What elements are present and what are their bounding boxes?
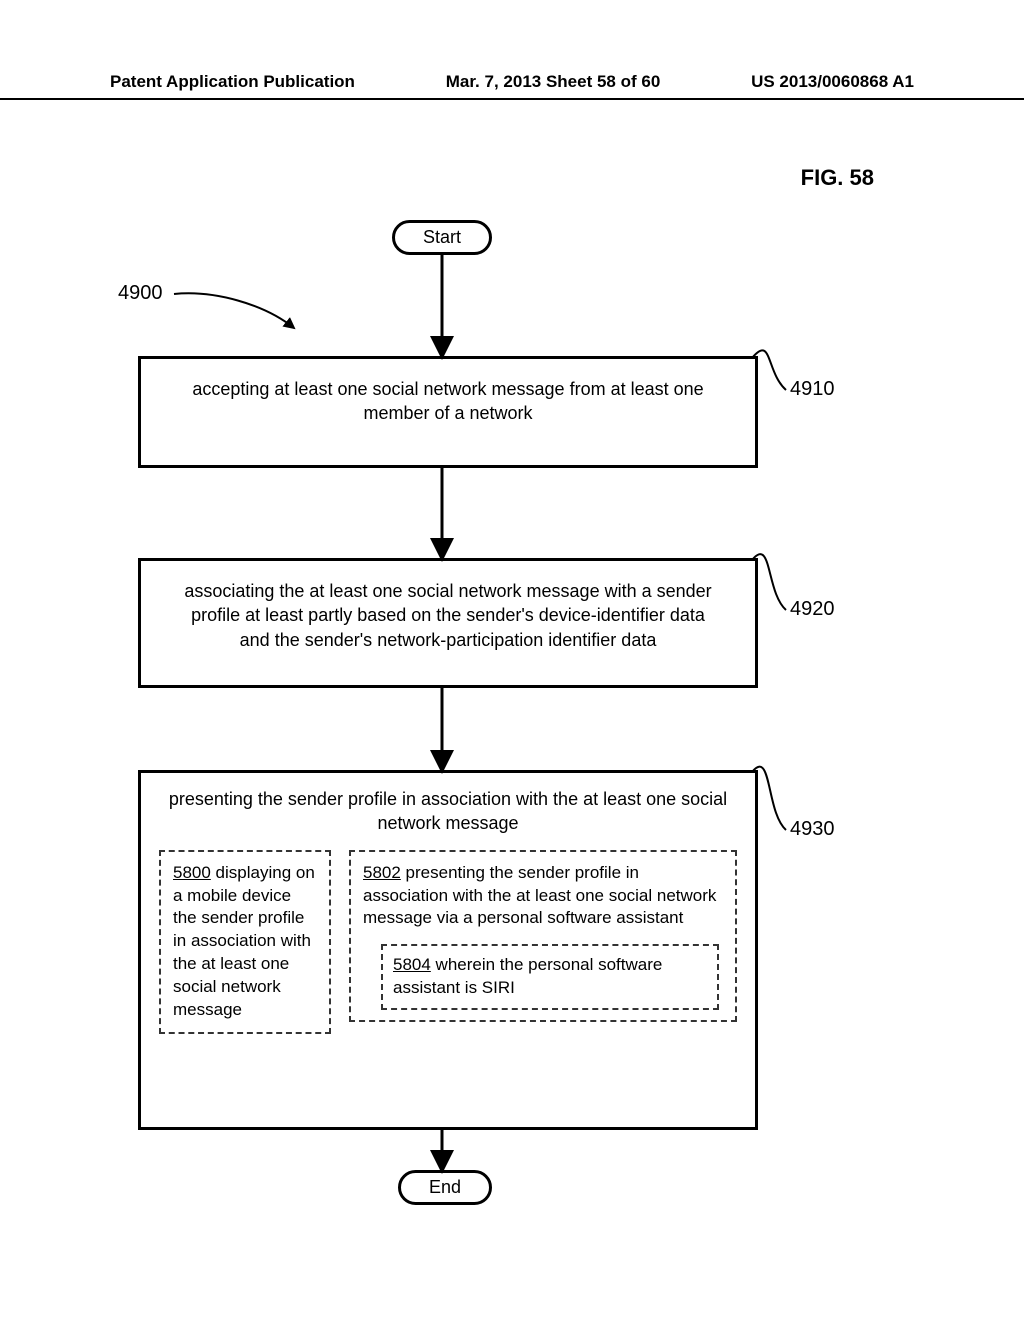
sub-5804-text: wherein the personal software assistant … [393,955,662,997]
ref-5800: 5800 [173,863,211,882]
page-header: Patent Application Publication Mar. 7, 2… [0,72,1024,100]
callout-4910: 4910 [790,378,835,401]
callout-4930: 4930 [790,818,835,841]
sub-box-5804: 5804 wherein the personal software assis… [381,944,719,1010]
process-box-4910: accepting at least one social network me… [138,356,758,468]
start-terminator: Start [392,220,492,255]
header-center: Mar. 7, 2013 Sheet 58 of 60 [446,72,661,92]
ref-5804: 5804 [393,955,431,974]
callout-4920: 4920 [790,598,835,621]
box-4930-title: presenting the sender profile in associa… [169,789,727,833]
start-label: Start [423,227,461,247]
sub-box-5802: 5802 presenting the sender profile in as… [349,850,737,1023]
sub-5802-text: presenting the sender profile in associa… [363,863,716,928]
header-left: Patent Application Publication [110,72,355,92]
sub-box-5800: 5800 displaying on a mobile device the s… [159,850,331,1035]
ref-5802: 5802 [363,863,401,882]
ref-4900-label: 4900 [118,282,163,305]
figure-label: FIG. 58 [801,165,874,191]
process-box-4920: associating the at least one social netw… [138,558,758,688]
sub-5800-text: displaying on a mobile device the sender… [173,863,315,1020]
process-box-4930: presenting the sender profile in associa… [138,770,758,1130]
header-right: US 2013/0060868 A1 [751,72,914,92]
end-label: End [429,1177,461,1197]
box-4910-text: accepting at least one social network me… [192,379,703,423]
end-terminator: End [398,1170,492,1205]
box-4920-text: associating the at least one social netw… [184,581,711,650]
